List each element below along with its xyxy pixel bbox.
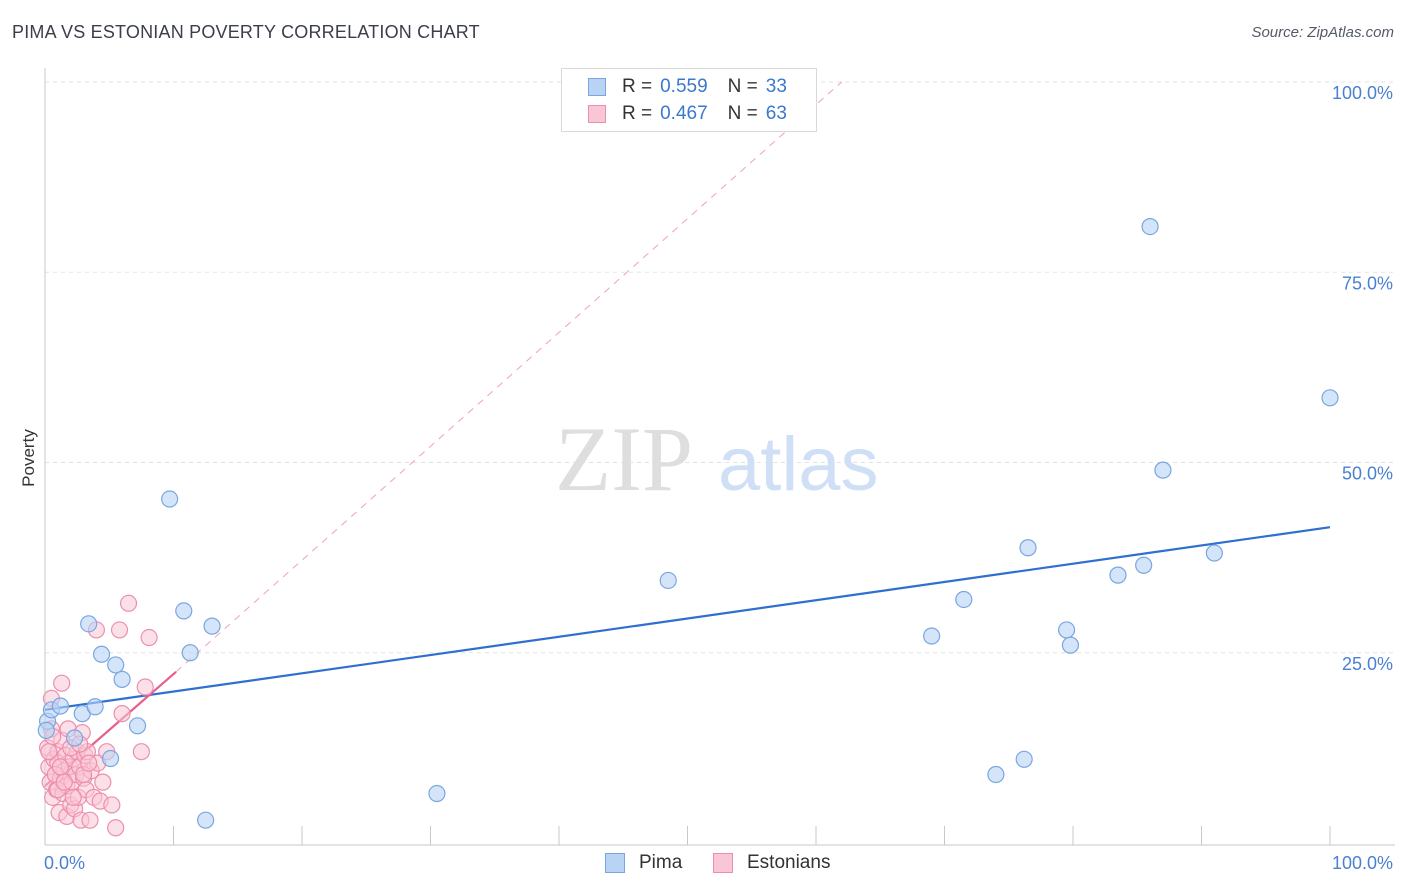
pima-point [1321,389,1339,407]
pima-trend-line [44,526,1331,711]
pima-point [203,617,221,635]
estonians-point [80,754,98,772]
pima-point [1205,544,1223,562]
estonians-point [40,743,58,761]
estonians-point [140,628,158,647]
estonians-swatch [588,105,606,123]
watermark-atlas: atlas [718,422,879,507]
pima-n-value: 33 [765,76,787,97]
series-legend: Pima Estonians [0,852,1406,876]
estonians-point [94,773,112,791]
pima-point [955,590,973,609]
pima-point [1141,217,1159,236]
pima-point [1109,566,1127,584]
pima-swatch [588,78,606,96]
legend-item-estonians[interactable]: Estonians [713,852,830,874]
pima-point [1019,539,1037,557]
pima-point [428,784,446,803]
pima-point [86,698,104,716]
pima-point [37,721,55,739]
pima-point [923,627,941,645]
tick-labels: 100.0% 75.0% 50.0% 25.0% 0.0% 100.0% [44,83,1393,873]
pima-legend-label: Pima [639,852,683,873]
chart-source: Source: ZipAtlas.com [1251,24,1394,41]
pima-point [175,602,193,620]
x-tick-label-max: 100.0% [1332,853,1393,873]
data-points [37,217,1339,837]
y-tick-label: 25.0% [1342,654,1393,674]
pima-point [1135,556,1153,574]
y-tick-label: 75.0% [1342,273,1393,293]
pima-r-value: 0.559 [660,76,708,97]
estonians-point [81,811,99,829]
chart-title: PIMA VS ESTONIAN POVERTY CORRELATION CHA… [12,22,480,42]
pima-point [51,697,70,715]
correlation-legend: R = 0.559 N = 33 R = 0.467 N = 63 [561,68,817,132]
pima-point [113,670,131,688]
estonians-point [64,788,82,806]
pima-point [181,644,199,662]
legend-row-pima: R = 0.559 N = 33 [588,75,787,99]
pima-point [987,765,1005,784]
estonians-trend-line [175,81,843,673]
estonians-point [119,594,138,612]
watermark: ZIP atlas [555,408,879,510]
estonians-legend-label: Estonians [747,852,831,873]
pima-point [1057,621,1076,639]
pima-n-label: N = [727,76,758,97]
y-tick-label: 100.0% [1332,83,1393,103]
estonians-point [136,678,154,696]
grid-lines [45,81,1395,654]
estonians-point [132,743,150,761]
estonians-point [55,773,73,791]
estonians-point [51,758,70,776]
estonians-point [110,621,129,639]
estonians-r-label: R = [622,103,653,124]
pima-point [101,749,120,768]
y-axis-label: Poverty [19,429,38,487]
pima-point [1154,461,1172,479]
pima-point [128,717,147,735]
pima-point [107,656,125,674]
pima-point [65,729,84,747]
y-tick-label: 50.0% [1342,464,1393,484]
pima-point [1061,636,1080,654]
estonians-n-value: 63 [765,103,787,124]
pima-legend-swatch [605,853,625,873]
pima-point [80,615,98,633]
pima-point [161,490,179,508]
estonians-point [113,705,131,723]
x-tick-label-min: 0.0% [44,853,85,873]
legend-row-estonians: R = 0.467 N = 63 [588,102,787,126]
estonians-point [103,796,121,814]
estonians-n-label: N = [727,103,758,124]
estonians-point [107,819,125,837]
estonians-point [53,674,71,692]
legend-item-pima[interactable]: Pima [605,852,682,874]
pima-point [197,811,215,829]
pima-point [1015,750,1033,768]
pima-point [92,645,111,663]
watermark-zip: ZIP [555,408,693,510]
pima-point [659,571,677,590]
estonians-r-value: 0.467 [660,103,708,124]
estonians-legend-swatch [713,853,733,873]
pima-r-label: R = [622,76,653,97]
